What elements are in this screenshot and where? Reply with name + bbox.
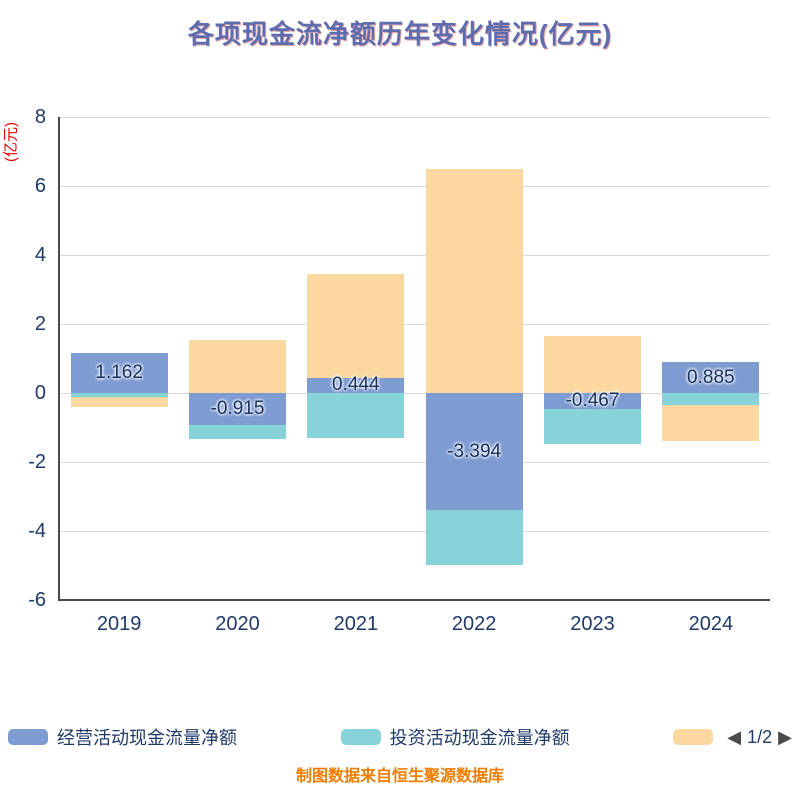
bar-segment[interactable] <box>425 168 523 393</box>
gridline <box>60 392 770 394</box>
x-axis-line <box>58 599 770 601</box>
gridline <box>60 185 770 187</box>
bar-value-label: -0.467 <box>565 390 620 412</box>
y-axis-tick-label: 0 <box>34 382 46 404</box>
bar-value-label: -0.915 <box>210 397 265 419</box>
y-axis-tick-label: -2 <box>28 451 46 473</box>
bar-segment[interactable] <box>662 393 760 406</box>
bar-segment[interactable] <box>543 393 641 410</box>
bar-segment[interactable] <box>307 393 405 438</box>
legend-item-1[interactable]: 经营活动现金流量净额 <box>8 724 237 750</box>
chart-title: 各项现金流净额历年变化情况(亿元) <box>187 19 613 49</box>
gridline <box>60 530 770 532</box>
y-axis-tick-label: 6 <box>34 175 46 197</box>
gridline <box>60 254 770 256</box>
x-axis-tick-label: 2020 <box>215 613 260 635</box>
bar-segment[interactable] <box>70 393 168 398</box>
bar-segment[interactable] <box>425 393 523 511</box>
bar-segment[interactable] <box>188 393 286 425</box>
legend-swatch <box>340 729 381 745</box>
bar-segment[interactable] <box>543 336 641 393</box>
y-axis-tick-label: 2 <box>34 313 46 335</box>
y-axis-tick-label: -4 <box>28 520 46 542</box>
bar-value-label: 0.444 <box>332 374 380 396</box>
bar-value-label: 1.162 <box>95 361 143 383</box>
bar-segment[interactable] <box>307 377 405 393</box>
legend-items: 经营活动现金流量净额 投资活动现金流量净额 <box>8 724 714 750</box>
bar-value-label: -3.394 <box>447 440 502 462</box>
prev-page-arrow[interactable]: ◀ <box>727 727 742 747</box>
x-axis-tick-label: 2019 <box>96 613 142 635</box>
y-axis-line <box>58 117 60 600</box>
bar-segment[interactable] <box>188 339 286 393</box>
legend-label: 经营活动现金流量净额 <box>57 728 237 748</box>
y-axis-tick-label: 8 <box>34 106 46 128</box>
legend-label: 投资活动现金流量净额 <box>389 728 570 748</box>
bar-segment[interactable] <box>188 424 286 440</box>
x-axis-tick-label: 2022 <box>451 613 497 635</box>
gridline <box>60 461 770 463</box>
legend-item-3[interactable] <box>673 729 714 745</box>
bar-segment[interactable] <box>307 274 405 378</box>
bar-segment[interactable] <box>70 397 168 408</box>
legend-swatch <box>673 729 714 745</box>
next-page-arrow[interactable]: ▶ <box>778 727 792 747</box>
gridline <box>60 323 770 325</box>
x-axis-tick-label: 2024 <box>688 613 734 635</box>
y-axis-tick-label: 4 <box>34 244 46 266</box>
bar-value-label: 0.885 <box>687 366 735 388</box>
y-axis-tick-label: -6 <box>28 589 46 611</box>
x-axis-tick-label: 2023 <box>570 613 615 635</box>
legend-pager: ◀ 1/2 ▶ <box>727 725 792 749</box>
legend-swatch <box>8 729 48 745</box>
x-axis-tick-label: 2021 <box>333 613 379 635</box>
gridline <box>60 116 770 118</box>
bar-segment[interactable] <box>662 405 760 442</box>
bar-segment[interactable] <box>70 352 168 393</box>
bar-segment[interactable] <box>425 510 523 566</box>
page-indicator: 1/2 <box>747 726 773 747</box>
legend-item-2[interactable]: 投资活动现金流量净额 <box>340 724 570 750</box>
legend: 经营活动现金流量净额 投资活动现金流量净额 ◀ 1/2 ▶ <box>8 722 792 752</box>
data-source-note: 制图数据来自恒生聚源数据库 <box>295 768 504 785</box>
bar-segment[interactable] <box>543 409 641 444</box>
bar-segment[interactable] <box>662 362 760 393</box>
